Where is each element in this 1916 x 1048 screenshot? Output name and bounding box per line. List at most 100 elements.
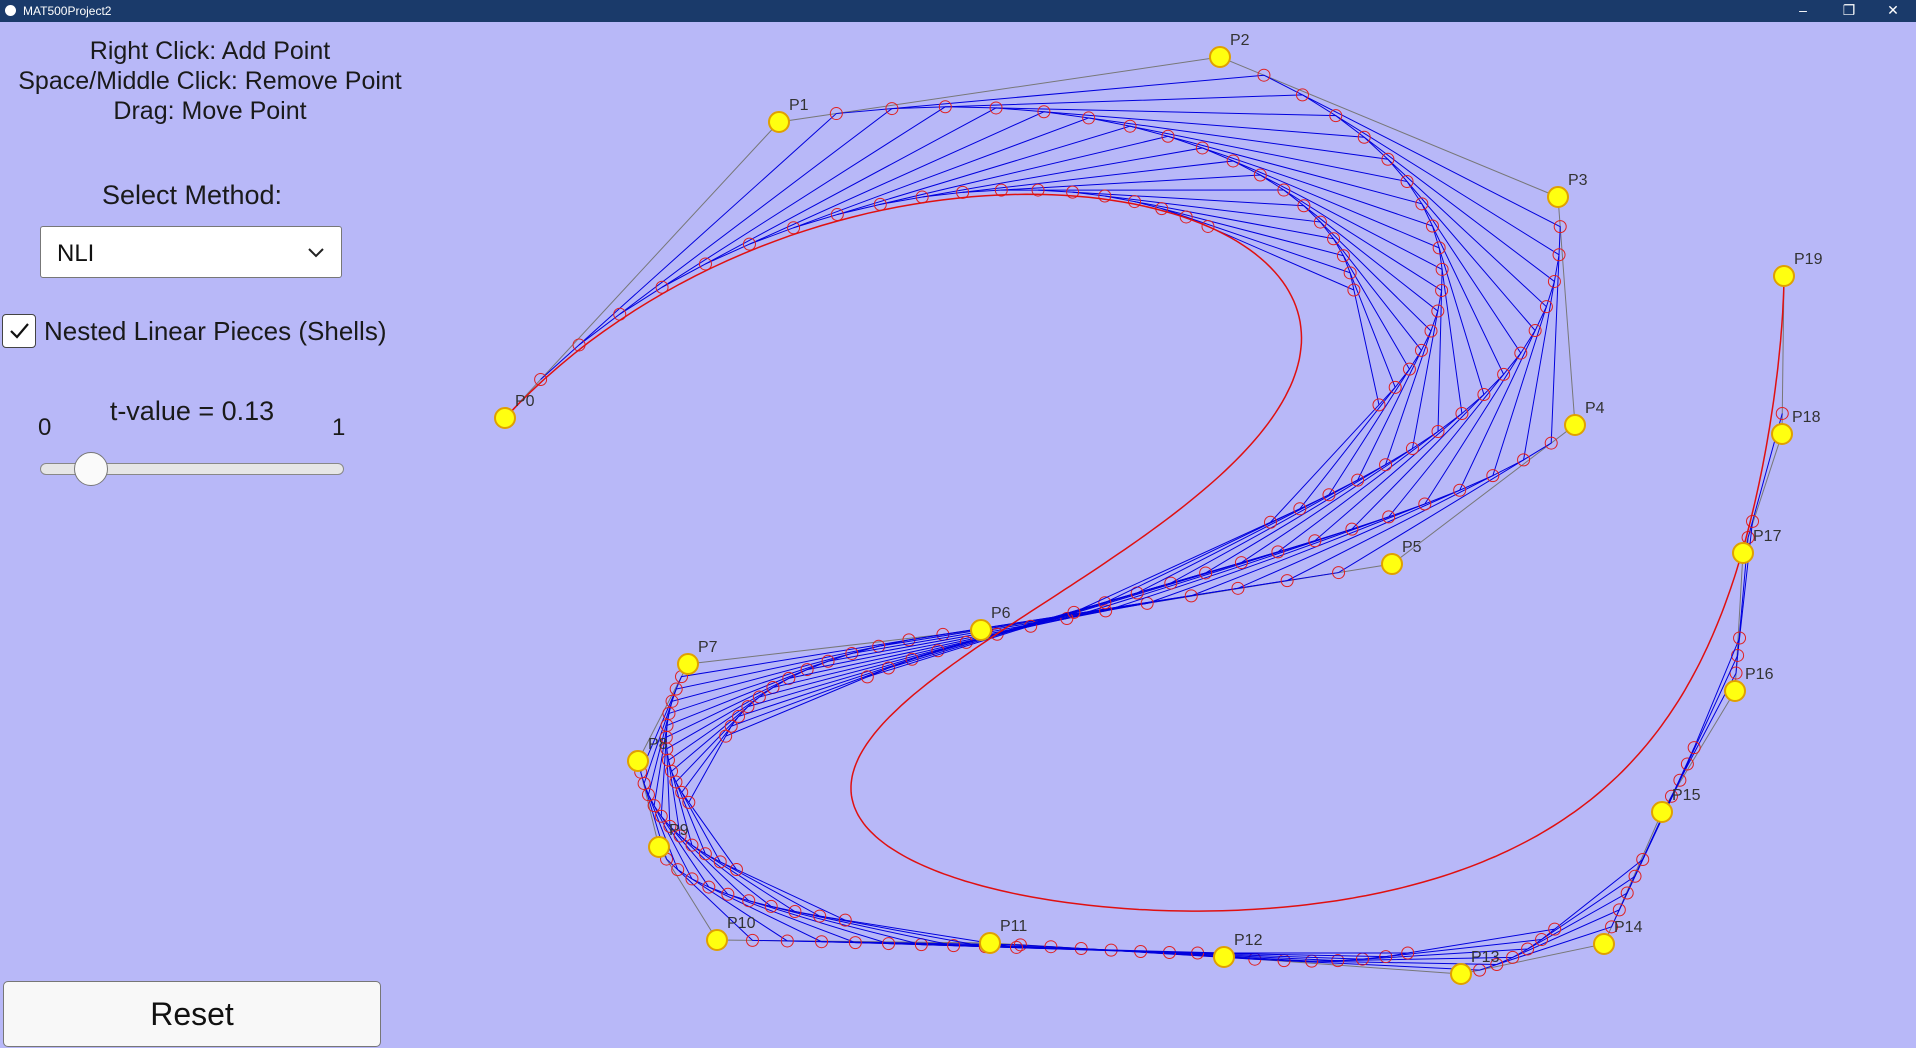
shell-point xyxy=(931,644,945,658)
shell-polyline xyxy=(578,94,1754,965)
shell-point xyxy=(745,933,759,947)
minimize-button[interactable]: – xyxy=(1799,2,1807,18)
control-point-label: P9 xyxy=(669,822,689,839)
shell-point xyxy=(1231,581,1245,595)
control-point-14[interactable] xyxy=(1593,933,1615,955)
shell-point xyxy=(675,785,689,799)
shell-point xyxy=(989,101,1003,115)
shell-point xyxy=(732,709,746,723)
control-point-6[interactable] xyxy=(970,619,992,641)
shell-point xyxy=(1234,556,1248,570)
shell-point xyxy=(1435,284,1449,298)
control-point-1[interactable] xyxy=(768,111,790,133)
control-point-label: P12 xyxy=(1234,932,1263,949)
shell-point xyxy=(1037,105,1051,119)
control-point-7[interactable] xyxy=(677,653,699,675)
shell-point xyxy=(1432,241,1446,255)
shell-point xyxy=(882,937,896,951)
shell-point xyxy=(1379,458,1393,472)
shell-point xyxy=(1775,406,1789,420)
close-button[interactable]: ✕ xyxy=(1887,2,1899,18)
shell-polyline xyxy=(665,117,1555,958)
control-point-11[interactable] xyxy=(979,932,1001,954)
control-point-18[interactable] xyxy=(1771,423,1793,445)
shell-point xyxy=(1418,497,1432,511)
shell-point xyxy=(641,788,655,802)
control-point-2[interactable] xyxy=(1209,46,1231,68)
shell-point xyxy=(742,894,756,908)
control-point-10[interactable] xyxy=(706,929,728,951)
control-point-13[interactable] xyxy=(1450,963,1472,985)
shell-point xyxy=(1547,274,1561,288)
shell-point xyxy=(1535,933,1549,947)
shell-point xyxy=(1253,168,1267,182)
shell-point xyxy=(1257,68,1271,82)
control-point-0[interactable] xyxy=(494,407,516,429)
control-point-3[interactable] xyxy=(1547,186,1569,208)
shell-point xyxy=(673,829,687,843)
reset-button[interactable]: Reset xyxy=(3,981,381,1047)
control-points-layer: P0 P1 P2 P3 P4 P5 P6 P7 P8 P9 P10 P11 P12 P13 P14 P15 P1… xyxy=(494,32,1823,985)
shell-point xyxy=(1332,566,1346,580)
shell-point xyxy=(1098,189,1112,203)
shell-point xyxy=(1553,220,1567,234)
shell-point xyxy=(654,809,668,823)
t-slider-track[interactable] xyxy=(40,463,344,475)
shell-point xyxy=(1435,262,1449,276)
control-point-15[interactable] xyxy=(1651,801,1673,823)
shell-point xyxy=(1345,522,1359,536)
control-point-12[interactable] xyxy=(1213,946,1235,968)
control-point-label: P6 xyxy=(991,605,1011,622)
shells-checkbox[interactable] xyxy=(2,314,36,348)
control-point-16[interactable] xyxy=(1724,680,1746,702)
shell-point xyxy=(1195,141,1209,155)
control-point-19[interactable] xyxy=(1773,265,1795,287)
control-point-label: P7 xyxy=(698,639,718,656)
control-point-5[interactable] xyxy=(1381,553,1403,575)
method-selected-value: NLI xyxy=(57,240,95,267)
shell-polyline xyxy=(867,191,1423,678)
shell-point xyxy=(788,905,802,919)
control-point-8[interactable] xyxy=(627,750,649,772)
control-point-4[interactable] xyxy=(1564,414,1586,436)
shell-point xyxy=(800,663,814,677)
shell-point xyxy=(821,654,835,668)
shell-point xyxy=(1297,199,1311,213)
control-point-9[interactable] xyxy=(648,836,670,858)
shell-point xyxy=(1082,111,1096,125)
shell-point xyxy=(1263,515,1277,529)
method-dropdown[interactable]: NLI xyxy=(40,226,342,278)
shell-point xyxy=(1336,249,1350,263)
shell-point xyxy=(719,729,733,743)
shells-layer xyxy=(504,56,1789,977)
shell-point xyxy=(1521,942,1535,956)
maximize-button[interactable]: ❐ xyxy=(1842,2,1856,18)
shells-label: Nested Linear Pieces (Shells) xyxy=(44,316,387,346)
shell-point xyxy=(780,934,794,948)
control-point-label: P4 xyxy=(1585,400,1605,417)
shell-point xyxy=(1401,946,1415,960)
shell-point xyxy=(669,775,683,789)
shell-point xyxy=(1179,210,1193,224)
title-bar: MAT500Project2 – ❐ ✕ xyxy=(0,0,1916,22)
shell-point xyxy=(1382,510,1396,524)
shell-point xyxy=(1280,574,1294,588)
shell-point xyxy=(1164,576,1178,590)
control-point-label: P1 xyxy=(789,97,809,114)
shell-point xyxy=(782,671,796,685)
shell-point xyxy=(1731,648,1745,662)
shell-polyline xyxy=(666,125,1505,954)
control-point-17[interactable] xyxy=(1732,542,1754,564)
shell-point xyxy=(1271,545,1285,559)
control-point-label: P16 xyxy=(1745,666,1774,683)
shell-point xyxy=(713,855,727,869)
control-point-label: P17 xyxy=(1753,528,1782,545)
shell-point xyxy=(1664,789,1678,803)
shell-point xyxy=(1372,398,1386,412)
shell-point xyxy=(1098,596,1112,610)
shell-point xyxy=(702,880,716,894)
checkmark-icon xyxy=(10,323,29,339)
curve-canvas[interactable]: P0 P1 P2 P3 P4 P5 P6 P7 P8 P9 P10 P11 P12 P13 P14 P15 P1… xyxy=(0,22,1916,1048)
shell-point xyxy=(1379,950,1393,964)
t-slider-thumb[interactable] xyxy=(74,452,108,486)
